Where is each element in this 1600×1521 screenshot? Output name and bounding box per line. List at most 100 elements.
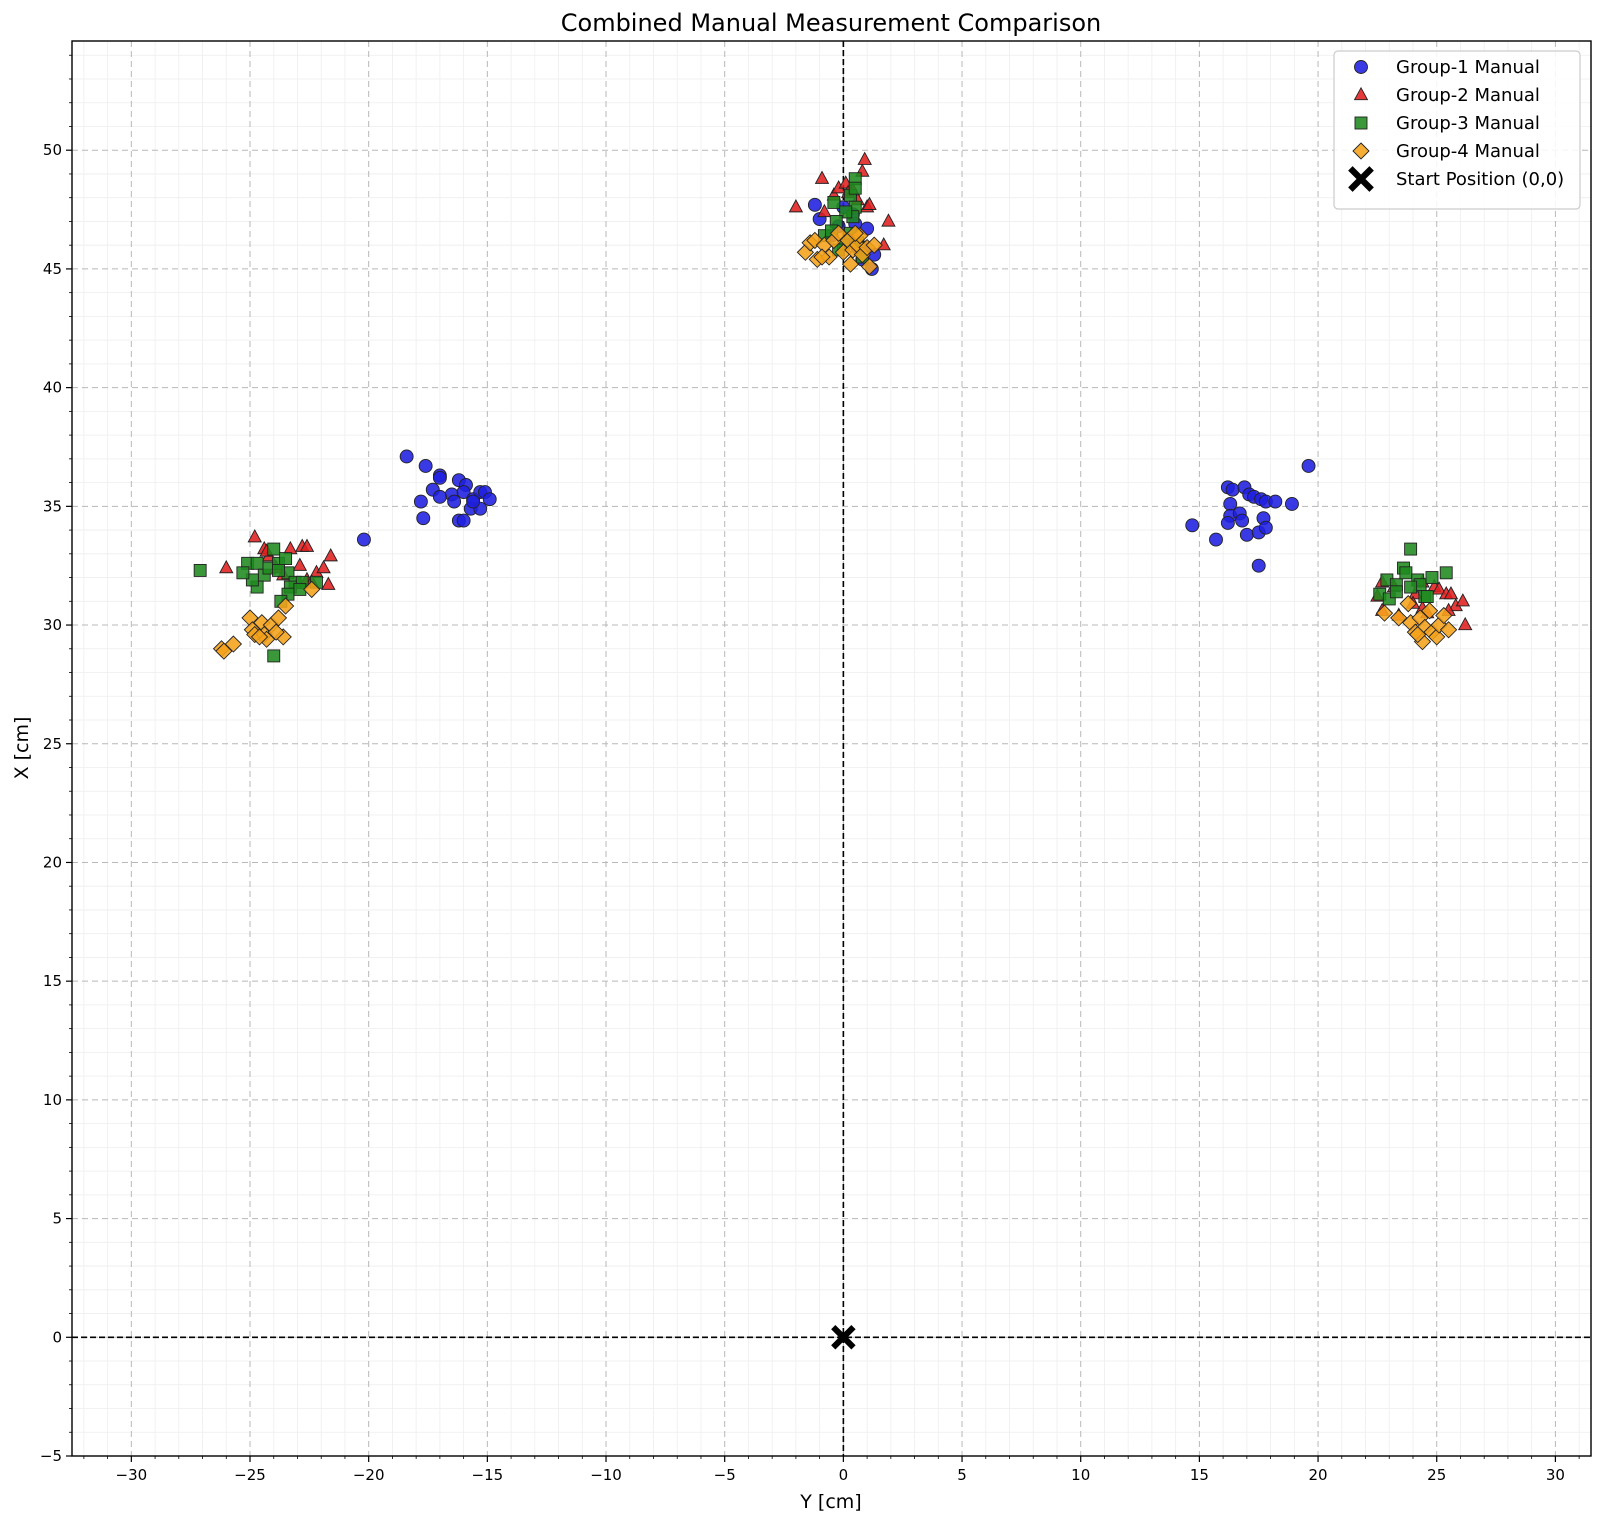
x-axis-label: Y [cm] bbox=[799, 1491, 861, 1513]
y-tick-label: 20 bbox=[43, 853, 62, 871]
y-tick-label: 35 bbox=[43, 497, 62, 515]
y-tick-label: 45 bbox=[43, 260, 62, 278]
data-point bbox=[219, 559, 234, 574]
data-point bbox=[418, 459, 433, 473]
x-tick-label: 30 bbox=[1546, 1466, 1565, 1484]
data-point bbox=[1389, 585, 1403, 599]
zero-reference-lines bbox=[72, 41, 1591, 1456]
legend-marker bbox=[1354, 116, 1368, 130]
data-point bbox=[1185, 518, 1200, 533]
data-point bbox=[447, 494, 462, 509]
data-point bbox=[1420, 590, 1434, 604]
y-tick-label: 0 bbox=[52, 1328, 62, 1346]
legend-item: Group-1 Manual bbox=[1354, 57, 1540, 78]
y-tick-label: 15 bbox=[43, 972, 62, 990]
data-point bbox=[1409, 625, 1427, 644]
data-point bbox=[316, 559, 331, 574]
data-point bbox=[1235, 513, 1250, 528]
legend: Group-1 Manual Group-2 Manual Group-3 Manu… bbox=[1333, 50, 1581, 210]
data-point bbox=[276, 597, 295, 615]
y-tick-label: 30 bbox=[43, 616, 62, 634]
data-point bbox=[1425, 571, 1439, 585]
x-tick-label: −10 bbox=[590, 1466, 622, 1484]
data-point bbox=[1443, 586, 1459, 600]
data-point bbox=[303, 580, 321, 599]
grid-layer bbox=[72, 41, 1591, 1457]
data-point bbox=[857, 151, 872, 165]
x-tick-label: 20 bbox=[1309, 1466, 1328, 1484]
x-tick-label: −20 bbox=[353, 1466, 385, 1484]
data-point bbox=[250, 556, 264, 570]
y-tick-label: 50 bbox=[43, 141, 62, 159]
legend-item: Group-2 Manual bbox=[1353, 85, 1540, 106]
data-point bbox=[279, 552, 293, 566]
y-tick-label: 5 bbox=[52, 1210, 62, 1228]
data-point bbox=[267, 649, 281, 663]
data-point bbox=[1420, 602, 1439, 620]
data-point bbox=[356, 532, 371, 547]
y-tick-label: −5 bbox=[40, 1447, 62, 1465]
data-point bbox=[1225, 482, 1240, 497]
data-point bbox=[846, 224, 864, 242]
data-point bbox=[788, 199, 804, 213]
data-point bbox=[250, 628, 269, 646]
plot-frame bbox=[71, 40, 1592, 1457]
data-point bbox=[831, 1325, 856, 1350]
x-tick-label: −5 bbox=[714, 1466, 736, 1484]
x-tick-label: 5 bbox=[957, 1466, 967, 1484]
legend-marker bbox=[1353, 86, 1369, 101]
data-point bbox=[299, 538, 315, 552]
data-point bbox=[881, 213, 896, 227]
data-point bbox=[1284, 497, 1299, 511]
start-position-x-mark bbox=[831, 1325, 856, 1350]
legend-marker bbox=[1354, 60, 1368, 74]
data-point bbox=[1404, 542, 1418, 556]
data-point bbox=[1399, 566, 1413, 580]
data-point bbox=[292, 557, 308, 571]
data-point bbox=[1239, 527, 1254, 542]
data-points-layer bbox=[193, 151, 1473, 1350]
data-point bbox=[321, 576, 336, 590]
data-point bbox=[862, 196, 877, 210]
x-tick-label: 0 bbox=[839, 1466, 849, 1484]
legend-marker bbox=[1352, 142, 1370, 160]
data-point bbox=[416, 511, 431, 526]
x-tick-label: −15 bbox=[472, 1466, 504, 1484]
legend-label: Group-2 Manual bbox=[1396, 85, 1540, 106]
data-point bbox=[814, 170, 830, 184]
data-point bbox=[865, 236, 883, 254]
data-point bbox=[267, 623, 285, 641]
data-point bbox=[1209, 532, 1223, 547]
data-point bbox=[482, 492, 497, 507]
data-point bbox=[807, 197, 822, 212]
series-5 bbox=[831, 1325, 856, 1350]
legend-label: Group-1 Manual bbox=[1396, 57, 1540, 78]
data-point bbox=[193, 563, 207, 577]
data-point bbox=[432, 470, 447, 485]
data-point bbox=[817, 203, 832, 218]
data-point bbox=[456, 513, 471, 528]
x-tick-label: −25 bbox=[234, 1466, 266, 1484]
data-point bbox=[236, 566, 250, 580]
data-point bbox=[399, 449, 414, 464]
data-point bbox=[247, 529, 262, 543]
legend-marker bbox=[1348, 166, 1374, 192]
data-point bbox=[1457, 616, 1473, 631]
data-point bbox=[456, 485, 471, 500]
data-point bbox=[245, 573, 259, 587]
x-tick-label: 15 bbox=[1190, 1466, 1209, 1484]
data-point bbox=[1268, 494, 1283, 509]
start-position-x-mark bbox=[1348, 166, 1374, 192]
data-point bbox=[827, 195, 841, 209]
data-point bbox=[1439, 566, 1453, 580]
legend-label: Group-3 Manual bbox=[1396, 113, 1540, 134]
data-point bbox=[841, 255, 860, 273]
data-point bbox=[432, 489, 447, 504]
x-tick-label: 10 bbox=[1071, 1466, 1090, 1484]
legend-label: Start Position (0,0) bbox=[1396, 169, 1564, 190]
data-point bbox=[413, 494, 428, 509]
data-point bbox=[466, 494, 481, 509]
data-point bbox=[1404, 580, 1418, 594]
legend-item: Group-3 Manual bbox=[1354, 113, 1540, 134]
